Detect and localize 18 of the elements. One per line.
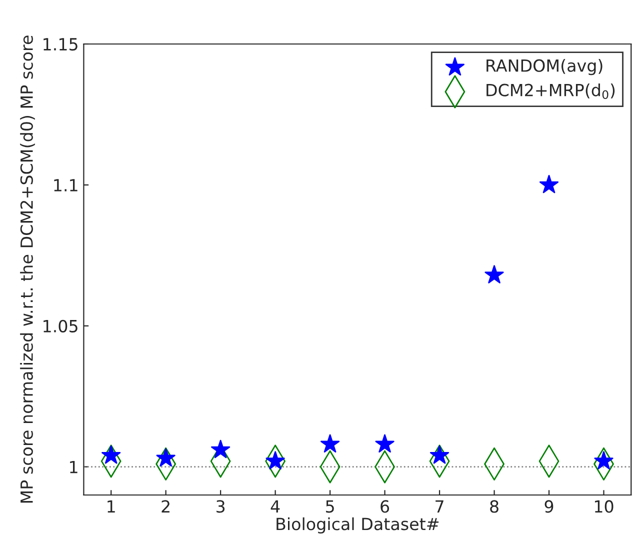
x-tick-label: 2	[162, 500, 170, 513]
y-tick-label: 1	[70, 460, 78, 474]
x-tick-label: 9	[544, 500, 554, 513]
x-tick-label: 5	[326, 500, 334, 513]
x-axis-title: Biological Dataset#	[276, 517, 439, 534]
x-tick-label: 4	[270, 500, 280, 513]
x-tick-label: 6	[380, 500, 390, 513]
y-tick-label: 1.1	[54, 179, 78, 192]
x-tick-label: 7	[436, 500, 444, 513]
x-tick-label: 3	[216, 500, 225, 513]
x-tick-label: 1	[108, 500, 115, 513]
legend-label: DCM2+MRP(d$_{0}$)	[486, 83, 615, 100]
x-tick-label: 8	[490, 500, 498, 513]
y-axis-title: MP score normalized w.r.t. the DCM2+SCM(d0) MP score	[20, 36, 35, 503]
legend-label: RANDOM(avg)	[486, 59, 602, 76]
y-tick-label: 1.15	[44, 38, 78, 51]
x-tick-label: 10	[594, 500, 614, 513]
y-tick-label: 1.05	[44, 320, 78, 332]
